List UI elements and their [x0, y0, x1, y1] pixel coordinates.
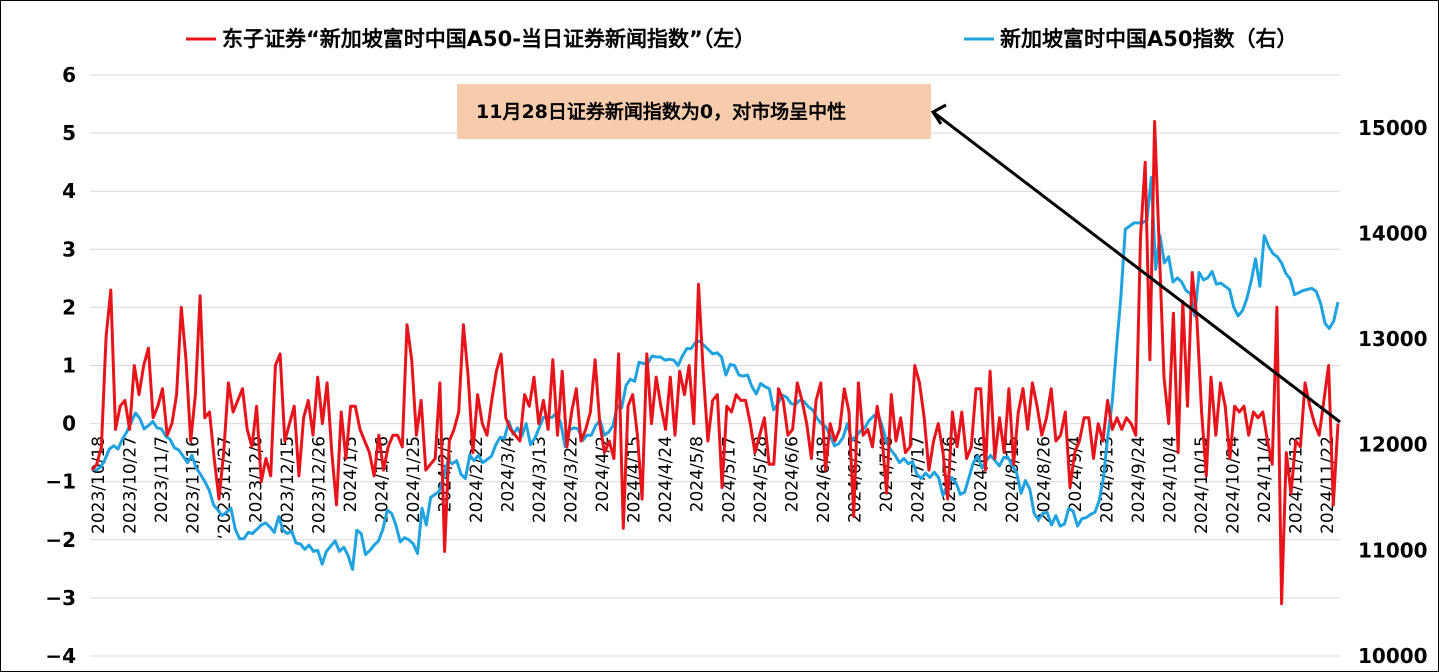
x-axis-tick-label: 2024/5/28 — [751, 436, 771, 523]
right-axis-tick-label: 13000 — [1358, 327, 1428, 351]
left-axis-tick-label: 4 — [62, 179, 76, 203]
x-axis-tick-label: 2024/3/13 — [530, 436, 550, 523]
right-axis-tick-label: 12000 — [1358, 433, 1428, 457]
legend-label-a50-index: 新加坡富时中国A50指数（右） — [1000, 27, 1297, 51]
annotation-box — [457, 84, 931, 139]
left-axis-tick-label: 2 — [62, 295, 76, 319]
x-axis-tick-label: 2024/8/6 — [971, 436, 991, 512]
x-axis-tick-label: 2024/6/6 — [782, 436, 802, 512]
x-axis-tick-label: 2024/4/24 — [656, 436, 676, 523]
left-axis-tick-label: −3 — [45, 586, 76, 610]
right-axis-tick-label: 14000 — [1358, 221, 1428, 245]
left-axis-tick-label: 6 — [62, 63, 76, 87]
right-axis-tick-label: 10000 — [1358, 644, 1428, 668]
left-axis-tick-label: 0 — [62, 412, 76, 436]
x-axis-ticks: 2023/10/18 2023/10/27 2023/11/7 2023/11/16 ‘… — [89, 436, 1338, 539]
x-axis-tick-label: 2024/9/24 — [1129, 436, 1149, 523]
right-axis-tick-label: 15000 — [1358, 116, 1428, 140]
x-axis-tick-label: 2024/2/22 — [467, 436, 487, 523]
x-axis-tick-label: 2024/4/2 — [593, 436, 613, 512]
x-axis-tick-label: 2023/10/27 — [121, 436, 141, 534]
right-axis-tick-label: 11000 — [1358, 538, 1428, 562]
x-axis-tick-label: 2023/11/16 — [184, 436, 204, 534]
left-axis-tick-label: −2 — [45, 528, 76, 552]
left-axis-tick-label: 3 — [62, 237, 76, 261]
x-axis-tick-label: 2024/9/13 — [1097, 436, 1117, 523]
left-axis-ticks: 6 5 4 3 2 1 0 −1 −2 −3 −4 — [45, 63, 76, 668]
legend: 东子证券“新加坡富时中国A50-当日证券新闻指数”（左） 新加坡富时中国A50指… — [186, 27, 1297, 51]
x-axis-tick-label: 2024/3/22 — [562, 436, 582, 523]
x-axis-tick-label: 2024/10/4 — [1160, 436, 1180, 523]
news-index-series-line — [90, 120, 1340, 606]
x-axis-tick-label: 2023/11/7 — [152, 436, 172, 523]
x-axis-tick-label: 2024/7/17 — [908, 436, 928, 523]
x-axis-tick-label: 2024/5/8 — [688, 436, 708, 512]
legend-label-news-index: 东子证券“新加坡富时中国A50-当日证券新闻指数”（左） — [222, 27, 755, 51]
annotation-text: 11月28日证券新闻指数为0，对市场呈中性 — [476, 100, 846, 123]
x-axis-tick-label: 2023/12/6 — [247, 436, 267, 523]
left-axis-tick-label: 5 — [62, 121, 76, 145]
annotation-arrow-line — [932, 110, 1341, 424]
x-axis-tick-label: 2023/12/15 — [278, 436, 298, 534]
a50-index-series-line — [91, 176, 1340, 571]
annotation-arrow-head — [930, 103, 947, 125]
x-axis-tick-label: 2024/8/26 — [1034, 436, 1054, 523]
left-axis-tick-label: −1 — [45, 470, 76, 494]
left-axis-tick-label: −4 — [45, 644, 76, 668]
annotation: 11月28日证券新闻指数为0，对市场呈中性 — [457, 84, 1341, 424]
x-axis-tick-label: 2024/10/24 — [1223, 436, 1243, 534]
x-axis-tick-label: 2024/1/25 — [404, 436, 424, 523]
x-axis-tick-label: 2024/9/4 — [1066, 436, 1086, 512]
x-axis-tick-label: 2024/6/18 — [814, 436, 834, 523]
x-axis-tick-label: 2023/12/26 — [310, 436, 330, 534]
x-axis-tick-label: 2024/1/16 — [373, 436, 393, 523]
x-axis-tick-label: 2024/11/13 — [1286, 436, 1306, 534]
left-axis-tick-label: 1 — [62, 354, 76, 378]
x-axis-tick-label: 2024/3/4 — [499, 436, 519, 512]
right-axis-ticks: 15000 14000 13000 12000 11000 10000 — [1358, 116, 1428, 668]
